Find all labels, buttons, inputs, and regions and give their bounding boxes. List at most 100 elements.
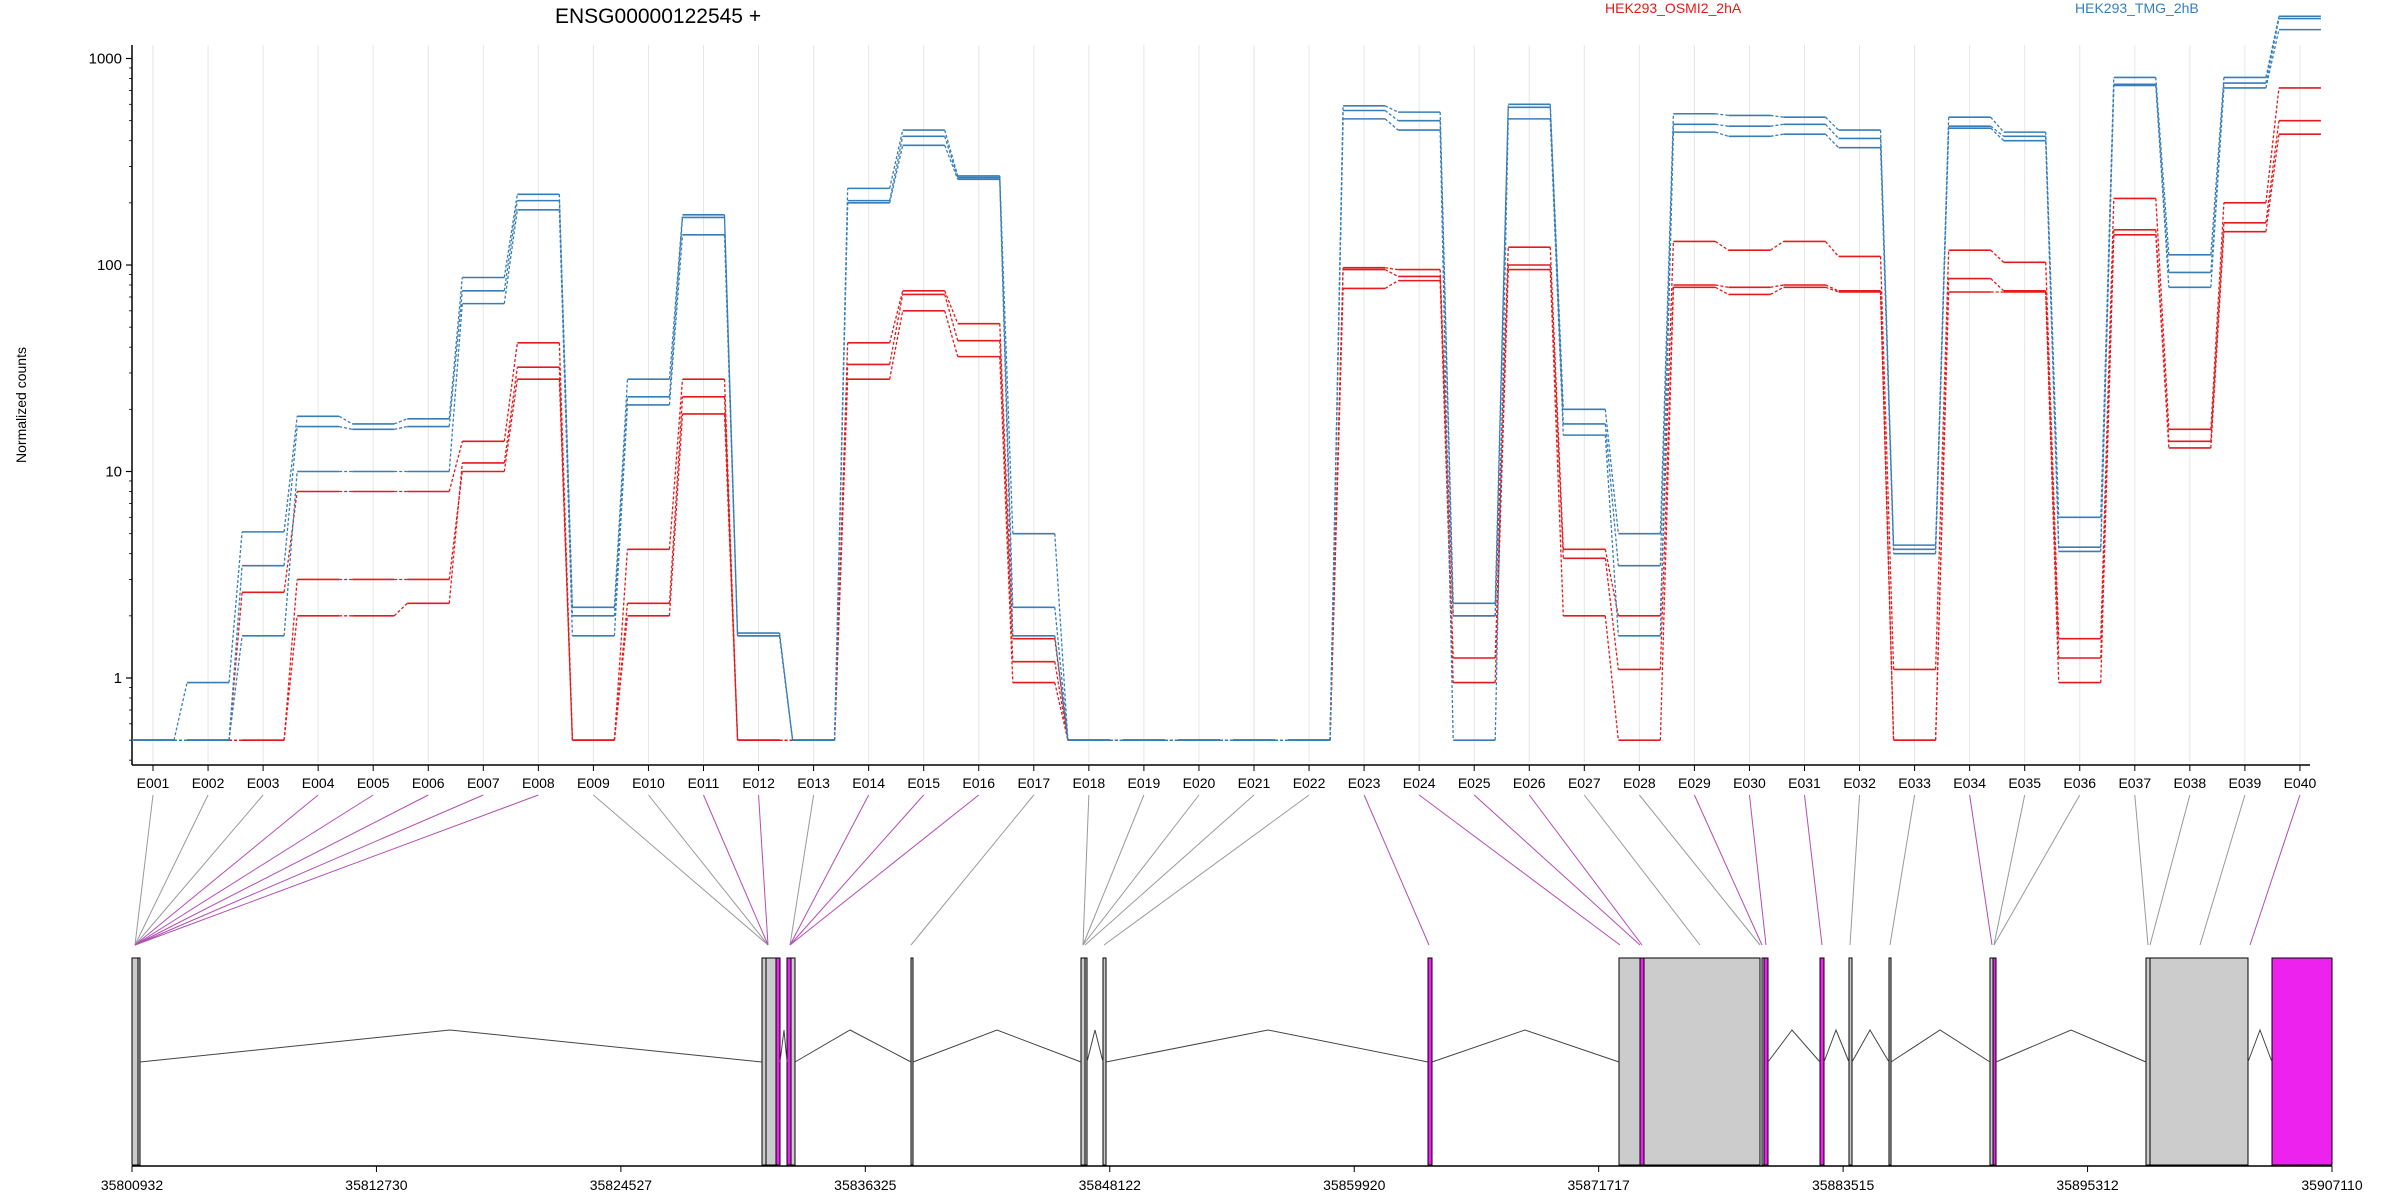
x-tick-label: E023	[1348, 775, 1381, 791]
exon-join-segment	[558, 194, 574, 608]
exon-connector	[1993, 794, 2026, 946]
exon-connector	[758, 794, 769, 946]
exon-join-segment	[2045, 262, 2060, 639]
intron-line	[912, 1029, 1082, 1063]
gene-model	[131, 957, 2333, 1166]
exon-connector	[2249, 794, 2301, 946]
genomic-tick-label: 35812730	[345, 1177, 408, 1193]
exon-join-segment	[999, 323, 1014, 639]
exon-join-segment	[1825, 286, 1839, 293]
x-tick-label: E029	[1678, 775, 1711, 791]
x-tick-label: E009	[577, 775, 610, 791]
genomic-tick-label: 35871717	[1568, 1177, 1631, 1193]
genomic-tick-label: 35800932	[101, 1177, 164, 1193]
intron-line	[1105, 1029, 1429, 1063]
exon-connector	[134, 794, 264, 946]
exon-block	[131, 957, 139, 1166]
x-tick-label: E034	[1953, 775, 1986, 791]
exon-join-segment	[228, 531, 243, 683]
exon-join-segment	[1770, 286, 1784, 296]
exon-join-segment	[999, 340, 1014, 662]
exon-connector	[134, 794, 319, 946]
exon-connector	[134, 794, 154, 946]
exon-join-segment	[503, 342, 518, 442]
exon-join-segment	[394, 425, 408, 430]
exon-connector	[1103, 794, 1310, 946]
exon-join-segment	[2210, 202, 2225, 430]
exon-join-segment	[1990, 278, 2005, 292]
exon-block	[1763, 957, 1769, 1166]
exon-join-segment	[2100, 198, 2115, 639]
exon-join-segment	[228, 565, 243, 741]
x-tick-label: E013	[797, 775, 830, 791]
intron-line	[1431, 1029, 1620, 1063]
exon-join-segment	[448, 303, 463, 472]
x-tick-label: E012	[742, 775, 775, 791]
exon-join-segment	[944, 294, 959, 341]
exon-join-segment	[1825, 133, 1840, 149]
exon-join-segment	[393, 602, 408, 617]
exon-join-segment	[1715, 131, 1729, 137]
x-tick-label: E005	[357, 775, 390, 791]
exon-join-segment	[1604, 435, 1619, 636]
x-tick-label: E010	[632, 775, 665, 791]
exon-join-segment	[393, 418, 408, 425]
exon-block	[2145, 957, 2151, 1166]
exon-join-segment	[2265, 120, 2280, 223]
exon-connector	[134, 794, 374, 946]
exon-join-segment	[1384, 280, 1399, 289]
exon-join-segment	[1384, 269, 1399, 278]
exon-join-segment	[2265, 18, 2280, 84]
exon-join-segment	[1549, 247, 1564, 550]
exon-block	[786, 957, 792, 1166]
exon-connectors	[134, 794, 2301, 946]
exon-connector	[1082, 794, 1145, 946]
x-tick-label: E015	[907, 775, 940, 791]
exon-join-segment	[668, 396, 684, 604]
genomic-tick-label: 35824527	[590, 1177, 653, 1193]
x-tick-label: E011	[688, 775, 720, 791]
x-tick-label: E024	[1403, 775, 1436, 791]
x-tick-label: E032	[1843, 775, 1876, 791]
series-HEK293_TMG_2hB-rep1	[132, 28, 2321, 741]
intron-line	[1851, 1029, 1890, 1063]
exon-join-segment	[668, 413, 684, 616]
series-HEK293_OSMI2_2hA-rep2	[132, 119, 2321, 741]
exon-join-segment	[448, 441, 463, 492]
exon-join-segment	[2155, 77, 2170, 255]
exon-connector	[1638, 794, 1761, 946]
exon-block	[2271, 957, 2333, 1166]
exon-join-segment	[723, 379, 739, 741]
exon-join-segment	[2210, 222, 2225, 442]
exon-join-segment	[2155, 198, 2170, 430]
exon-block	[1427, 957, 1433, 1166]
x-tick-label: E004	[302, 775, 335, 791]
exon-join-segment	[889, 290, 904, 343]
exon-connector	[648, 794, 769, 946]
exon-join-segment	[2155, 229, 2170, 442]
intron-line	[2247, 1028, 2273, 1063]
exon-join-segment	[1384, 118, 1399, 131]
exon-join-segment	[1770, 133, 1784, 137]
exon-block	[761, 957, 767, 1166]
exon-join-segment	[944, 310, 959, 357]
exon-join-segment	[1494, 118, 1509, 741]
exon-block	[775, 957, 781, 1166]
exon-join-segment	[448, 471, 463, 580]
exon-connector	[1804, 794, 1823, 946]
x-tick-label: E017	[1017, 775, 1050, 791]
exon-join-segment	[1329, 105, 1344, 741]
exon-connector	[1363, 794, 1430, 946]
intron-line	[1086, 1029, 1104, 1063]
series-HEK293_OSMI2_2hA-rep3	[132, 87, 2321, 741]
exon-join-segment	[1990, 125, 2005, 137]
exon-connector	[134, 794, 209, 946]
exon-join-segment	[1439, 276, 1454, 659]
exon-join-segment	[1549, 104, 1564, 410]
exon-join-segment	[1659, 113, 1675, 534]
exon-join-segment	[2265, 16, 2280, 78]
exon-join-segment	[999, 356, 1014, 683]
exon-join-segment	[1494, 104, 1509, 604]
